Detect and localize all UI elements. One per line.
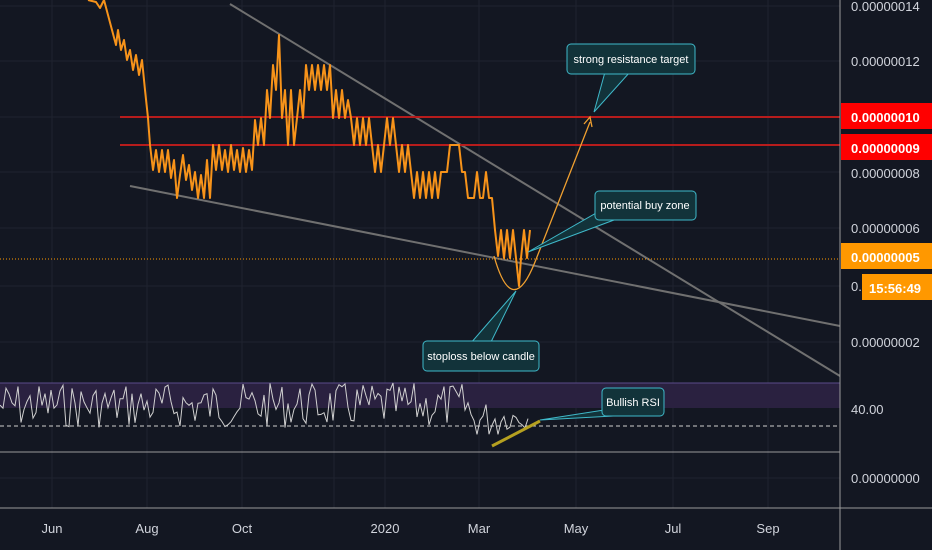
price-axis-ticks: 0.00000014 0.00000012 0.00000008 0.00000… [851,0,920,486]
price-series-line[interactable] [87,0,531,287]
projection-arrow-head [583,115,593,128]
callout-label: stoploss below candle [427,351,535,363]
price-tick: 0.00000002 [851,335,920,350]
callout-stoploss[interactable]: stoploss below candle [422,290,540,372]
time-label: Mar [468,521,491,536]
time-label: Jul [665,521,682,536]
callout-bullish-rsi[interactable]: Bullish RSI [539,387,665,421]
price-tag-current[interactable]: 0.00000005 [841,243,932,269]
rsi-bullish-trendline[interactable] [491,419,541,448]
rsi-level-tick: 40.00 [851,402,884,417]
lower-trendline[interactable] [129,185,841,327]
countdown-label: 15:56:49 [869,281,921,296]
price-tick: 0.00000000 [851,471,920,486]
upper-trendline[interactable] [229,3,841,377]
price-tick-partial: 0. [851,279,862,294]
time-label: May [564,521,589,536]
time-axis-labels[interactable]: Jun Aug Oct 2020 Mar May Jul Sep [42,521,780,536]
price-tick: 0.00000012 [851,54,920,69]
callout-strong-resistance[interactable]: strong resistance target [566,43,696,113]
time-label: Aug [135,521,158,536]
callout-potential-buy-zone[interactable]: potential buy zone [527,190,697,253]
price-tag-label: 0.00000009 [851,141,920,156]
time-label: Oct [232,521,253,536]
grid-lines [0,0,840,508]
price-tag-label: 0.00000010 [851,110,920,125]
price-tag-resistance-009[interactable]: 0.00000009 [841,134,932,160]
price-tick: 0.00000014 [851,0,920,14]
callout-label: Bullish RSI [606,397,660,409]
time-label: Jun [42,521,63,536]
time-label: Sep [756,521,779,536]
price-tag-label: 0.00000005 [851,250,920,265]
price-tag-resistance-010[interactable]: 0.00000010 [841,103,932,129]
price-tick: 0.00000006 [851,221,920,236]
price-tick: 0.00000008 [851,166,920,181]
projection-curve[interactable] [493,121,591,291]
time-label: 2020 [371,521,400,536]
rsi-series-line [0,382,529,435]
callout-label: potential buy zone [600,200,689,212]
bar-countdown: 15:56:49 [862,274,932,300]
callout-label: strong resistance target [574,54,689,66]
